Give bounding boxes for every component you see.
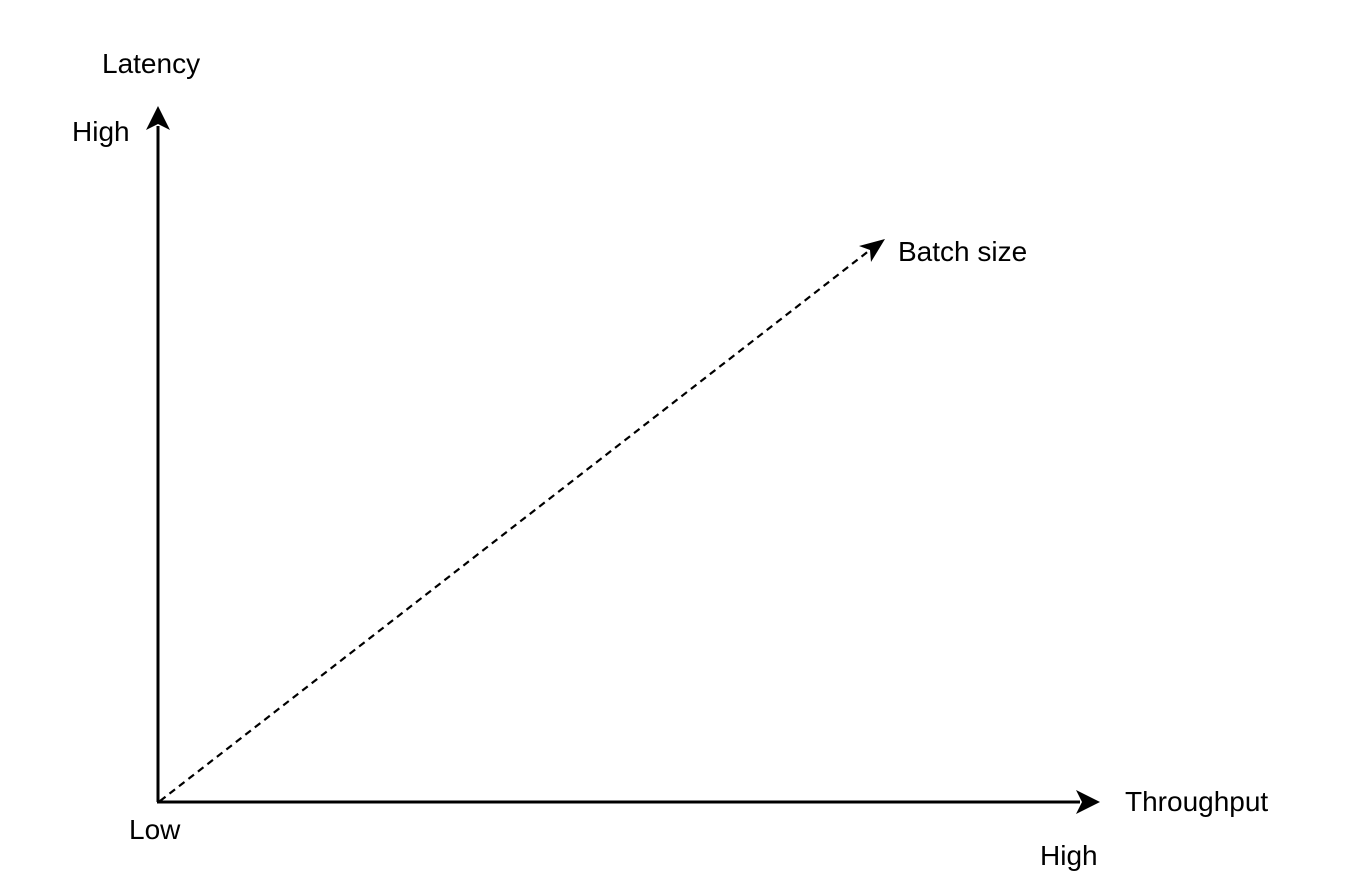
x-axis-label: Throughput <box>1125 786 1269 817</box>
x-axis-high-label: High <box>1040 840 1098 871</box>
y-axis-arrowhead <box>146 106 170 130</box>
batch-size-arrowhead <box>859 239 885 262</box>
batch-size-trend-line <box>159 249 871 802</box>
y-axis-label: Latency <box>102 48 201 79</box>
batch-size-label: Batch size <box>898 236 1028 267</box>
y-axis-high-label: High <box>72 116 130 147</box>
origin-low-label: Low <box>129 814 181 845</box>
x-axis-arrowhead <box>1076 790 1100 814</box>
